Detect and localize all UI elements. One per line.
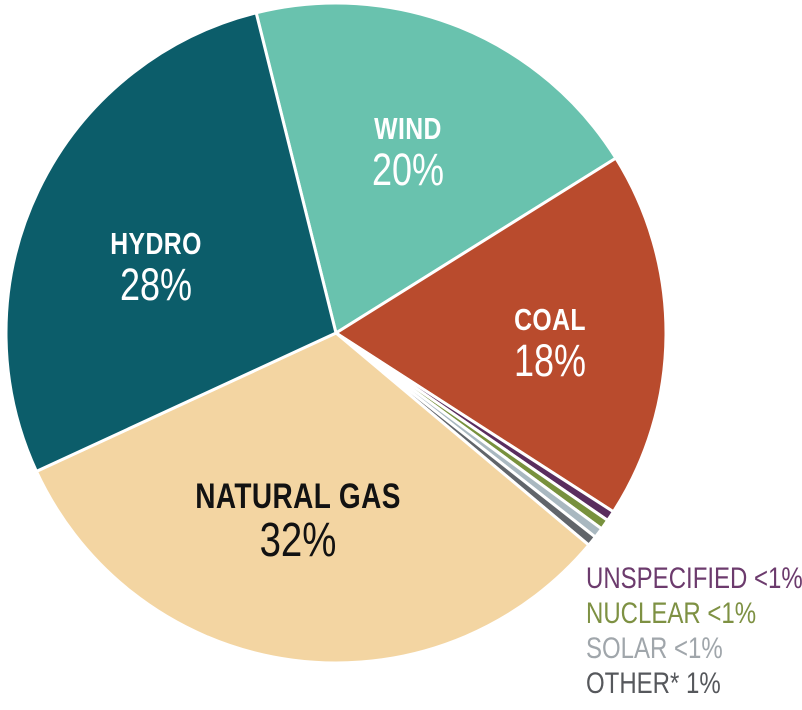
pie-slice-hydro: [4, 10, 338, 474]
legend-item-nuclear: NUCLEAR <1%: [586, 597, 757, 630]
legend-item-solar: SOLAR <1%: [586, 632, 723, 665]
pie-slice-coal: [333, 156, 668, 514]
pie-slice-wind: [254, 1, 618, 336]
legend: UNSPECIFIED <1% NUCLEAR <1% SOLAR <1% OT…: [586, 561, 802, 701]
legend-item-unspecified: UNSPECIFIED <1%: [586, 562, 802, 595]
legend-item-other: OTHER* 1%: [586, 667, 721, 700]
pie-slice-natural_gas: [34, 331, 591, 665]
